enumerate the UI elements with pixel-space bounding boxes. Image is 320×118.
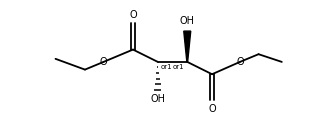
Text: or1: or1 — [161, 64, 172, 70]
Text: O: O — [208, 104, 216, 114]
Text: O: O — [129, 10, 137, 20]
Polygon shape — [184, 31, 191, 62]
Text: OH: OH — [150, 94, 165, 104]
Text: OH: OH — [180, 17, 195, 26]
Text: O: O — [100, 57, 108, 67]
Text: O: O — [236, 57, 244, 67]
Text: or1: or1 — [172, 64, 184, 70]
